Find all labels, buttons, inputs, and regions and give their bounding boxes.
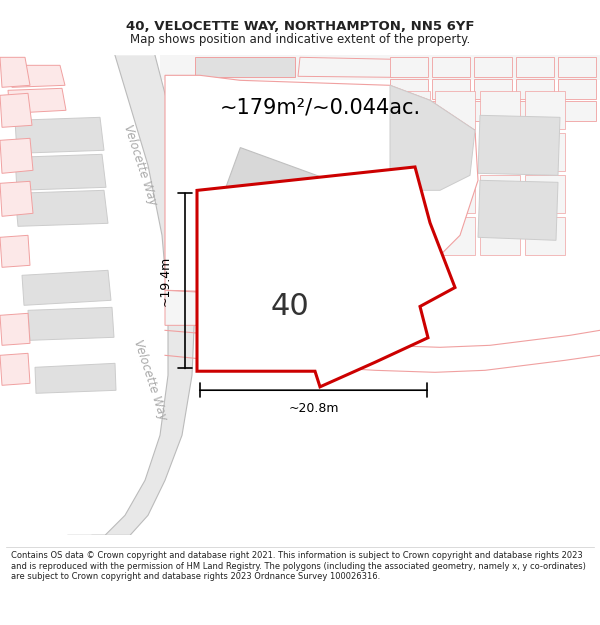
Polygon shape xyxy=(474,101,512,121)
Polygon shape xyxy=(68,55,195,535)
Polygon shape xyxy=(474,58,512,78)
Polygon shape xyxy=(10,65,65,88)
Polygon shape xyxy=(390,79,428,99)
Polygon shape xyxy=(480,217,520,255)
Polygon shape xyxy=(15,190,108,226)
Polygon shape xyxy=(195,58,295,78)
Polygon shape xyxy=(390,133,430,171)
Polygon shape xyxy=(432,58,470,78)
Text: Velocette Way: Velocette Way xyxy=(121,123,159,208)
Polygon shape xyxy=(516,79,554,99)
Polygon shape xyxy=(165,290,230,325)
Polygon shape xyxy=(432,101,470,121)
Text: ~179m²/~0.044ac.: ~179m²/~0.044ac. xyxy=(220,98,421,118)
Polygon shape xyxy=(15,118,104,153)
Polygon shape xyxy=(390,101,428,121)
Polygon shape xyxy=(480,91,520,129)
Text: Velocette Way: Velocette Way xyxy=(131,338,169,422)
Polygon shape xyxy=(0,93,32,128)
Polygon shape xyxy=(432,79,470,99)
Polygon shape xyxy=(390,58,428,78)
Polygon shape xyxy=(558,58,596,78)
Polygon shape xyxy=(525,175,565,213)
Polygon shape xyxy=(435,175,475,213)
Polygon shape xyxy=(15,154,106,190)
Text: 40, VELOCETTE WAY, NORTHAMPTON, NN5 6YF: 40, VELOCETTE WAY, NORTHAMPTON, NN5 6YF xyxy=(126,21,474,33)
Polygon shape xyxy=(165,75,478,295)
Polygon shape xyxy=(525,133,565,171)
Polygon shape xyxy=(558,101,596,121)
Polygon shape xyxy=(8,88,66,113)
Text: ~20.8m: ~20.8m xyxy=(288,402,339,415)
Polygon shape xyxy=(390,85,475,190)
Text: ~19.4m: ~19.4m xyxy=(158,256,172,306)
Polygon shape xyxy=(480,133,520,171)
Polygon shape xyxy=(516,101,554,121)
Polygon shape xyxy=(435,91,475,129)
Polygon shape xyxy=(197,167,455,387)
Polygon shape xyxy=(474,79,512,99)
Polygon shape xyxy=(230,293,355,325)
Polygon shape xyxy=(390,91,430,129)
Text: 40: 40 xyxy=(271,292,310,321)
Text: Map shows position and indicative extent of the property.: Map shows position and indicative extent… xyxy=(130,33,470,46)
Text: Contains OS data © Crown copyright and database right 2021. This information is : Contains OS data © Crown copyright and d… xyxy=(11,551,586,581)
Polygon shape xyxy=(0,181,33,216)
Polygon shape xyxy=(525,217,565,255)
Polygon shape xyxy=(390,175,430,213)
Polygon shape xyxy=(435,217,475,255)
Polygon shape xyxy=(160,55,600,80)
Polygon shape xyxy=(35,363,116,393)
Polygon shape xyxy=(22,270,111,305)
Polygon shape xyxy=(0,235,30,268)
Polygon shape xyxy=(478,180,558,240)
Polygon shape xyxy=(0,58,30,88)
Polygon shape xyxy=(525,91,565,129)
Polygon shape xyxy=(480,175,520,213)
Polygon shape xyxy=(558,79,596,99)
Polygon shape xyxy=(220,148,320,233)
Polygon shape xyxy=(390,217,430,255)
Polygon shape xyxy=(478,115,560,175)
Polygon shape xyxy=(0,353,30,385)
Polygon shape xyxy=(298,58,395,78)
Polygon shape xyxy=(516,58,554,78)
Polygon shape xyxy=(28,308,114,340)
Polygon shape xyxy=(0,313,30,345)
Polygon shape xyxy=(435,133,475,171)
Polygon shape xyxy=(0,138,33,173)
